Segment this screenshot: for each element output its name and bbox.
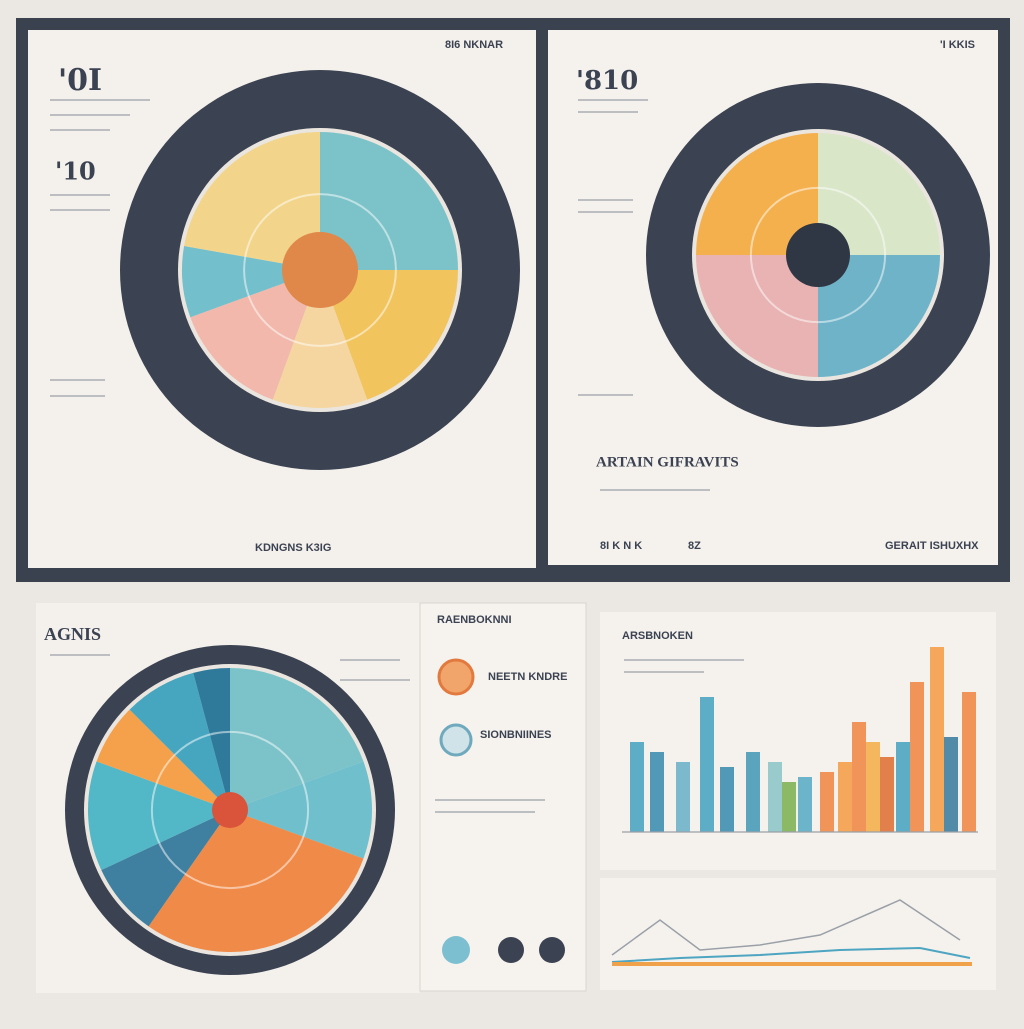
footer: KDNGNS K3IG [255, 542, 331, 554]
ring [749, 186, 887, 324]
title: ARSBNOKEN [622, 630, 693, 642]
icon [439, 723, 473, 757]
header: 8I6 NKNAR [445, 39, 503, 51]
wedge [101, 810, 230, 927]
icon [442, 936, 470, 964]
bar [880, 757, 894, 832]
bar [910, 682, 924, 832]
bar [746, 752, 760, 832]
footer-mid: 8Z [688, 540, 701, 552]
hub [282, 232, 358, 308]
bar [700, 697, 714, 832]
section-title: ARTAIN GIFRAVITS [596, 454, 739, 470]
wedge [696, 133, 818, 255]
wedge [129, 672, 230, 810]
big-number: '810 [576, 66, 638, 96]
bar [962, 692, 976, 832]
title: AGNIS [44, 624, 101, 644]
panel [419, 602, 587, 992]
footer-left: 8I K N K [600, 540, 642, 552]
bar [720, 767, 734, 832]
wedge [696, 255, 818, 377]
band [612, 962, 972, 966]
line [611, 899, 961, 956]
ring [243, 193, 397, 347]
bar [768, 762, 782, 832]
item: SIONBNIINES [480, 729, 552, 741]
wedge [320, 132, 458, 270]
icon [498, 937, 524, 963]
bar [852, 722, 866, 832]
bar [798, 777, 812, 832]
bar [838, 762, 852, 832]
wedge [230, 761, 372, 859]
hub [786, 223, 850, 287]
panel [600, 878, 996, 990]
wedge [184, 132, 320, 270]
line [611, 946, 971, 963]
bar [896, 742, 910, 832]
wedge [272, 270, 368, 409]
bar [866, 742, 880, 832]
wedge [320, 270, 458, 400]
footer: GERAIT ISHUXHX [885, 540, 979, 552]
bar [782, 782, 796, 832]
ring [150, 730, 310, 890]
wedge [181, 246, 320, 318]
title: RAENBOKNNI [437, 614, 512, 626]
decorations [50, 99, 978, 966]
header: 'I KKIS [940, 39, 975, 51]
big-number: '0I [58, 63, 102, 98]
icon [437, 658, 475, 696]
icon [539, 937, 565, 963]
bar [930, 647, 944, 832]
bar [676, 762, 690, 832]
bar [944, 737, 958, 832]
wedge [88, 761, 230, 871]
wedge [193, 668, 230, 810]
bar [820, 772, 834, 832]
wedge [190, 270, 320, 400]
wedge [96, 709, 230, 810]
wheels [65, 70, 990, 975]
hub [212, 792, 248, 828]
item: NEETN KNDRE [488, 671, 567, 683]
bar [630, 742, 644, 832]
sub-number: '10 [55, 157, 96, 186]
wedge [230, 668, 364, 810]
bar [650, 752, 664, 832]
wedge [818, 133, 940, 255]
wedge [148, 810, 364, 952]
wedge [818, 255, 940, 377]
